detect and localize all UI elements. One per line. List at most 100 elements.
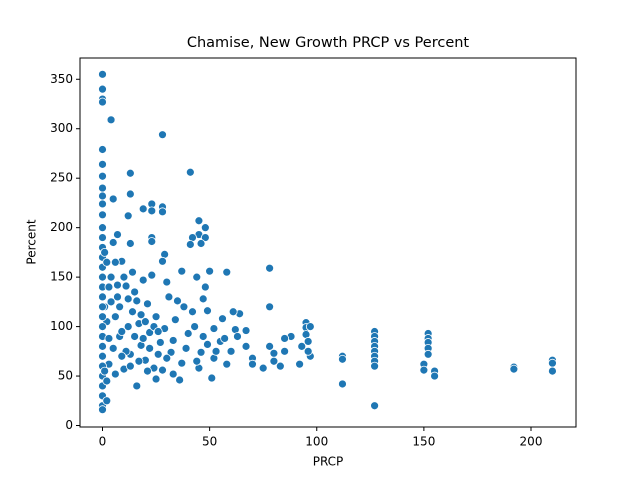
point: [136, 310, 146, 320]
point: [145, 343, 155, 353]
point: [98, 84, 107, 94]
point: [194, 216, 204, 226]
point: [108, 238, 118, 247]
point: [220, 334, 230, 343]
x-tick-label: 100: [305, 435, 328, 449]
point: [108, 194, 118, 204]
point: [98, 171, 107, 181]
x-tick-label: 50: [202, 435, 217, 449]
point: [179, 302, 189, 312]
point: [241, 326, 251, 335]
y-tick-label: 100: [50, 319, 73, 333]
point: [305, 322, 315, 331]
y-tick-label: 0: [65, 418, 73, 432]
point: [168, 369, 178, 379]
point: [185, 167, 195, 177]
point: [128, 307, 137, 317]
point: [123, 211, 133, 221]
point: [196, 239, 206, 248]
point: [269, 356, 279, 366]
point: [145, 328, 155, 337]
point: [177, 266, 187, 276]
point: [175, 375, 185, 385]
point: [166, 347, 176, 357]
point: [207, 373, 217, 383]
point: [190, 322, 200, 331]
point: [98, 183, 107, 193]
point: [275, 361, 285, 371]
plot-frame: [79, 57, 577, 428]
point: [151, 374, 161, 384]
x-tick-label: 150: [412, 435, 435, 449]
point: [98, 159, 107, 169]
point: [98, 272, 107, 282]
point: [419, 365, 429, 375]
point: [203, 306, 212, 316]
point: [370, 361, 380, 371]
point: [181, 343, 191, 353]
y-tick-label: 200: [50, 220, 73, 234]
point: [200, 223, 210, 233]
point: [100, 247, 110, 257]
point: [106, 272, 116, 282]
point: [98, 302, 107, 312]
point: [98, 145, 107, 154]
point: [132, 381, 142, 391]
point: [147, 270, 157, 280]
point: [123, 294, 133, 304]
point: [130, 332, 140, 341]
point: [280, 346, 290, 356]
point: [200, 233, 210, 242]
point: [192, 272, 202, 282]
point: [153, 349, 163, 359]
point: [106, 297, 116, 307]
point: [338, 379, 347, 389]
point: [177, 358, 187, 368]
y-tick-label: 250: [50, 171, 73, 185]
point: [98, 322, 107, 331]
point: [110, 369, 120, 379]
point: [228, 307, 238, 317]
point: [162, 277, 172, 287]
point: [98, 210, 107, 220]
point: [147, 206, 157, 216]
point: [168, 336, 178, 345]
point: [106, 115, 116, 125]
point: [147, 237, 157, 246]
point: [209, 324, 219, 333]
point: [98, 341, 107, 351]
point: [205, 266, 215, 276]
point: [423, 349, 433, 359]
point: [134, 356, 144, 366]
point: [110, 312, 120, 322]
point: [130, 287, 140, 297]
point: [100, 366, 110, 376]
point: [98, 199, 107, 209]
point: [297, 341, 307, 351]
point: [164, 292, 174, 302]
point: [98, 97, 107, 107]
point: [303, 337, 313, 346]
point: [98, 405, 107, 415]
points: [98, 69, 557, 415]
point: [509, 364, 519, 374]
point: [200, 282, 210, 292]
point: [140, 317, 150, 327]
chart-title: Chamise, New Growth PRCP vs Percent: [187, 35, 470, 51]
y-tick-label: 150: [50, 270, 73, 284]
point: [226, 346, 236, 356]
point: [192, 356, 202, 366]
point: [196, 347, 206, 357]
point: [430, 371, 439, 381]
point: [98, 69, 107, 79]
point: [117, 351, 127, 361]
point: [265, 302, 275, 312]
point: [222, 267, 232, 277]
point: [98, 223, 107, 233]
point: [108, 343, 118, 353]
x-axis-label: PRCP: [313, 455, 344, 469]
point: [198, 332, 208, 341]
point: [110, 257, 120, 267]
point: [218, 314, 227, 324]
point: [104, 282, 114, 292]
